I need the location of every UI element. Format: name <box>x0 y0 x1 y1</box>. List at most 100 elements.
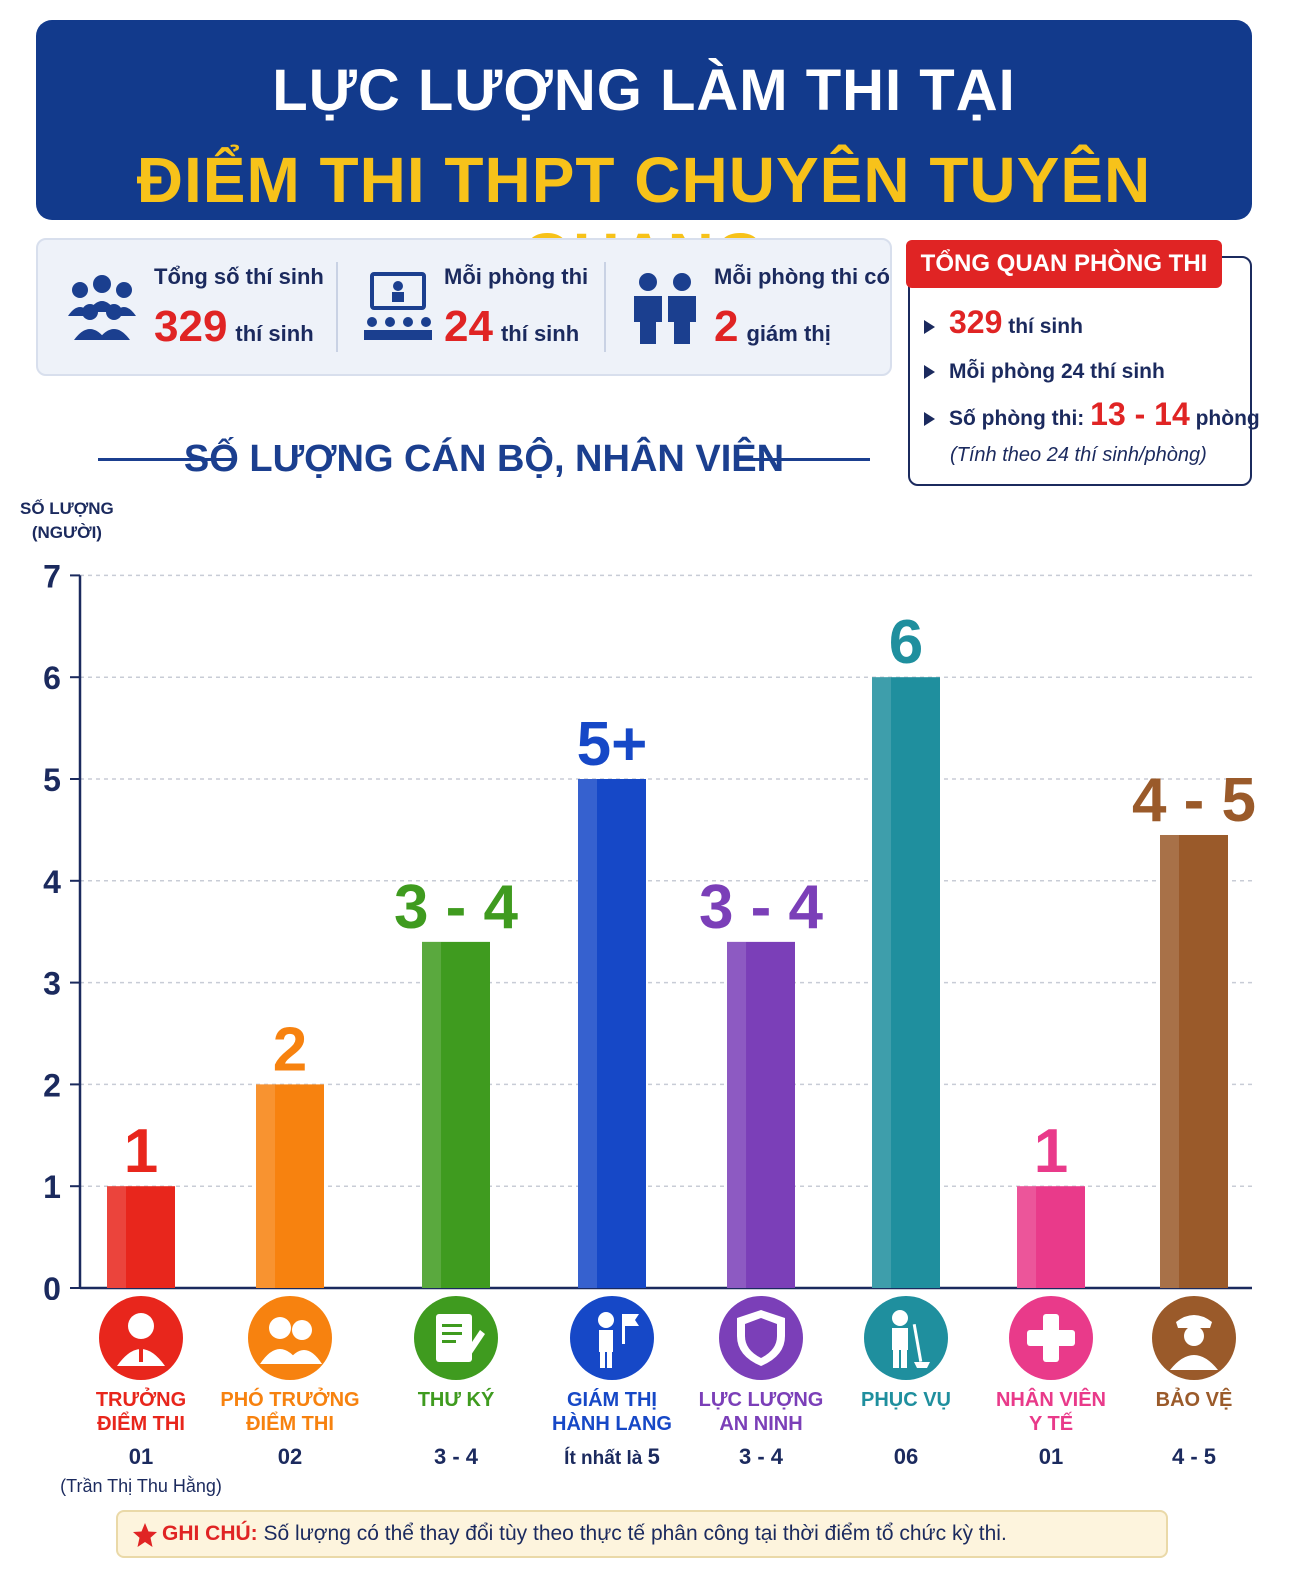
y-tick-label: 2 <box>43 1067 61 1103</box>
leader-icon <box>99 1296 183 1380</box>
stat-divider <box>336 262 338 352</box>
bar-data-label: 3 - 4 <box>699 873 824 942</box>
y-tick-label: 5 <box>43 762 61 798</box>
stat-label: Mỗi phòng thi <box>444 264 589 289</box>
stat-per-room: Mỗi phòng thi 24 thí sinh <box>358 240 618 374</box>
overview-title: TỔNG QUAN PHÒNG THI <box>906 240 1222 288</box>
stat-unit: thí sinh <box>500 321 580 346</box>
bar <box>107 1186 175 1288</box>
overview-item-candidates: 329 thí sinh <box>924 304 1083 341</box>
y-tick-label: 3 <box>43 966 61 1002</box>
stat-value-row: 2 giám thị <box>714 302 831 352</box>
category-count: 02 <box>277 1444 303 1469</box>
overview-note: (Tính theo 24 thí sinh/phòng) <box>950 444 1207 466</box>
category-label: GIÁM THỊ HÀNH LANG <box>552 1389 672 1435</box>
overview-label: Số phòng thi: <box>949 407 1085 430</box>
y-axis-label-line1: SỐ LƯỢNG <box>20 499 114 518</box>
bar-highlight <box>422 941 442 1288</box>
bar-data-label: 1 <box>124 1117 158 1186</box>
bar-data-label: 3 - 4 <box>394 873 519 942</box>
overview-value: 13 - 14 <box>1090 396 1190 432</box>
category-label: TRƯỞNG ĐIỂM THI <box>95 1389 187 1435</box>
bar-highlight <box>872 677 892 1288</box>
category-label: LỰC LƯỢNG AN NINH <box>698 1389 824 1435</box>
y-axis-label-line2: (NGƯỜI) <box>31 523 102 542</box>
stat-divider <box>604 262 606 352</box>
bar-highlight <box>1017 1186 1037 1288</box>
bar <box>256 1084 324 1288</box>
category-count: 3 - 4 <box>738 1444 784 1469</box>
bar-chart: 0 1 2 3 4 5 6 7 1 2 3 - 4 5+ 3 - 4 6 1 4 - 5 <box>43 558 1256 1300</box>
category-count: 3 - 4 <box>433 1444 479 1469</box>
overview-unit: thí sinh <box>1008 315 1083 338</box>
y-tick-label: 1 <box>43 1169 61 1205</box>
footnote: GHI CHÚ: Số lượng có thể thay đổi tùy th… <box>116 1510 1168 1558</box>
category-count: 01 <box>1038 1444 1064 1469</box>
y-tick-label: 4 <box>43 864 61 900</box>
title-banner: LỰC LƯỢNG LÀM THI TẠI ĐIỂM THI THPT CHUY… <box>36 20 1252 292</box>
group-icon <box>68 275 136 340</box>
stat-supervisors: Mỗi phòng thi có 2 giám thị <box>626 240 890 374</box>
category-item: BẢO VỆ 4 - 5 <box>1109 1296 1279 1470</box>
supervisors-icon <box>634 273 696 344</box>
bar-highlight <box>727 941 747 1288</box>
stat-value-row: 24 thí sinh <box>444 302 579 352</box>
classroom-icon <box>364 272 432 340</box>
y-tick-label: 0 <box>43 1271 61 1300</box>
bar-highlight <box>1160 834 1180 1288</box>
banner-title-line1: LỰC LƯỢNG LÀM THI TẠI <box>272 58 1016 123</box>
exam-room-overview: TỔNG QUAN PHÒNG THI 329 thí sinh Mỗi phò… <box>906 240 1260 486</box>
stat-label: Tổng số thí sinh <box>154 264 324 289</box>
triangle-bullet-icon <box>924 320 935 335</box>
section-title: SỐ LƯỢNG CÁN BỘ, NHÂN VIÊN <box>98 434 870 484</box>
star-icon <box>133 1523 157 1547</box>
category-item: PHÓ TRƯỞNG ĐIỂM THI 02 <box>205 1296 375 1470</box>
bar <box>578 779 646 1288</box>
bar-data-label: 1 <box>1034 1117 1068 1186</box>
overview-item-rooms: Số phòng thi: 13 - 14 phòng <box>924 396 1260 433</box>
stat-unit: thí sinh <box>235 321 314 346</box>
category-subnote: (Trần Thị Thu Hằng) <box>60 1476 222 1496</box>
bar-highlight <box>578 779 598 1288</box>
category-label: NHÂN VIÊN Y TẾ <box>995 1389 1106 1435</box>
category-count: 01 <box>128 1444 154 1469</box>
category-item: THƯ KÝ 3 - 4 <box>371 1296 541 1470</box>
category-count: 4 - 5 <box>1171 1444 1217 1469</box>
category-item: PHỤC VỤ 06 <box>821 1296 991 1470</box>
bar-data-label: 4 - 5 <box>1132 766 1256 835</box>
bar-data-label: 6 <box>889 608 923 677</box>
stats-panel: Tổng số thí sinh 329 thí sinh Mỗi phòng t… <box>36 238 892 376</box>
bar <box>422 941 490 1288</box>
y-tick-label: 7 <box>43 558 61 594</box>
stat-total-candidates: Tổng số thí sinh 329 thí sinh <box>62 240 352 374</box>
stat-number: 24 <box>444 302 493 351</box>
stat-unit: giám thị <box>746 321 831 346</box>
category-item: LỰC LƯỢNG AN NINH 3 - 4 <box>676 1296 846 1470</box>
section-title-text: SỐ LƯỢNG CÁN BỘ, NHÂN VIÊN <box>183 438 785 480</box>
triangle-bullet-icon <box>924 412 935 427</box>
medical-cross-icon <box>1009 1296 1093 1380</box>
category-item: TRƯỞNG ĐIỂM THI 01 (Trần Thị Thu Hằng) <box>56 1296 226 1497</box>
bar-highlight <box>107 1186 127 1288</box>
category-count: Ít nhất là 5 <box>564 1444 660 1469</box>
bar <box>727 941 795 1288</box>
overview-value: 329 <box>949 304 1003 340</box>
shield-icon <box>719 1296 803 1380</box>
stat-label: Mỗi phòng thi có <box>714 264 890 289</box>
y-tick-label: 6 <box>43 660 61 696</box>
deputy-icon <box>248 1296 332 1380</box>
guard-icon <box>1152 1296 1236 1380</box>
category-label: THƯ KÝ <box>417 1389 495 1411</box>
category-legend: TRƯỞNG ĐIỂM THI 01 (Trần Thị Thu Hằng) PHÓ … <box>0 1296 1290 1506</box>
stat-value-row: 329 thí sinh <box>154 302 314 352</box>
bar <box>872 677 940 1288</box>
cleaner-icon <box>864 1296 948 1380</box>
bar <box>1017 1186 1085 1288</box>
footnote-text: Số lượng có thể thay đổi tùy theo thực t… <box>257 1522 1007 1545</box>
stat-number: 2 <box>714 302 739 351</box>
overview-unit: phòng <box>1195 407 1260 430</box>
title-rule-left <box>98 458 234 461</box>
stat-number: 329 <box>154 302 228 351</box>
category-label: BẢO VỆ <box>1155 1389 1233 1411</box>
flag-person-icon <box>570 1296 654 1380</box>
